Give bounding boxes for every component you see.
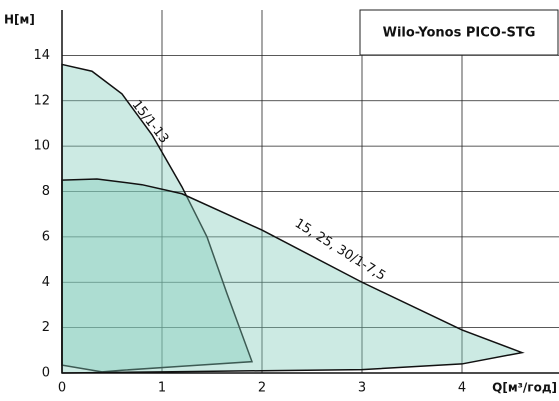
y-tick-label: 0 [42, 366, 50, 381]
x-tick-label: 0 [58, 381, 66, 396]
title-box [359, 9, 559, 56]
y-tick-label: 6 [42, 229, 50, 244]
y-axis-label: H[м] [4, 13, 35, 27]
x-tick-label: 3 [358, 381, 366, 396]
y-tick-label: 14 [33, 48, 50, 63]
y-tick-label: 10 [33, 139, 50, 154]
y-tick-label: 2 [42, 320, 50, 335]
curve-area [61, 178, 525, 374]
x-tick-label: 1 [158, 381, 166, 396]
y-tick-label: 12 [33, 93, 50, 108]
chart-title: Wilo-Yonos PICO-STG [383, 26, 536, 41]
y-tick-label: 4 [42, 275, 50, 290]
areas [61, 63, 525, 374]
curve-area [61, 63, 254, 373]
x-tick-label: 2 [258, 381, 266, 396]
x-axis-label: Q[м³/год] [492, 381, 557, 395]
x-tick-label: 4 [458, 381, 466, 396]
y-tick-label: 8 [42, 184, 50, 199]
